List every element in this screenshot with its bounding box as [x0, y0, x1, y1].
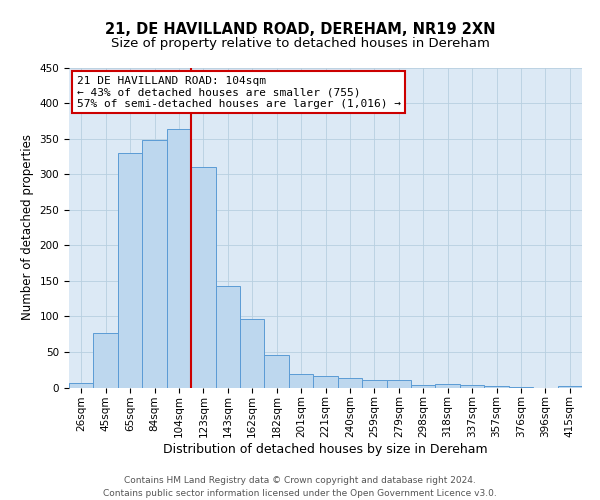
Bar: [386, 380, 411, 388]
Bar: [509, 387, 533, 388]
Bar: [362, 380, 386, 388]
Bar: [167, 128, 191, 388]
Text: 21 DE HAVILLAND ROAD: 104sqm
← 43% of detached houses are smaller (755)
57% of s: 21 DE HAVILLAND ROAD: 104sqm ← 43% of de…: [77, 76, 401, 108]
Bar: [557, 386, 582, 388]
Bar: [484, 386, 509, 388]
Text: Size of property relative to detached houses in Dereham: Size of property relative to detached ho…: [110, 38, 490, 51]
Bar: [118, 153, 142, 388]
Bar: [313, 376, 338, 388]
Bar: [338, 378, 362, 388]
Y-axis label: Number of detached properties: Number of detached properties: [21, 134, 34, 320]
Bar: [460, 384, 484, 388]
Bar: [411, 384, 436, 388]
Bar: [215, 286, 240, 388]
Bar: [436, 384, 460, 388]
Bar: [240, 318, 265, 388]
X-axis label: Distribution of detached houses by size in Dereham: Distribution of detached houses by size …: [163, 443, 488, 456]
Bar: [94, 334, 118, 388]
Bar: [265, 355, 289, 388]
Text: Contains HM Land Registry data © Crown copyright and database right 2024.
Contai: Contains HM Land Registry data © Crown c…: [103, 476, 497, 498]
Bar: [142, 140, 167, 388]
Text: 21, DE HAVILLAND ROAD, DEREHAM, NR19 2XN: 21, DE HAVILLAND ROAD, DEREHAM, NR19 2XN: [105, 22, 495, 38]
Bar: [289, 374, 313, 388]
Bar: [69, 383, 94, 388]
Bar: [191, 167, 215, 388]
